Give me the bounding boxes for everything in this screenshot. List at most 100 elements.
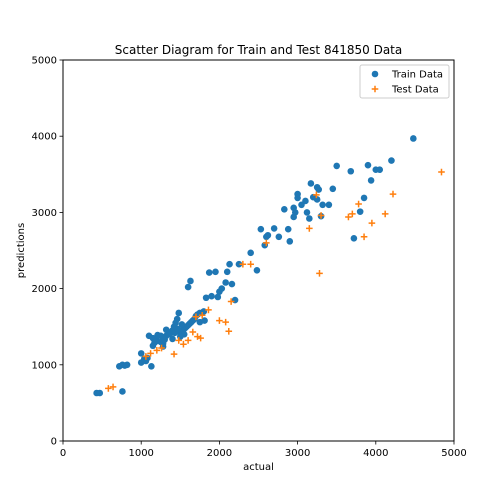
train-point — [205, 269, 213, 276]
train-point — [306, 215, 313, 222]
train-point — [294, 194, 301, 202]
test-point — [381, 210, 389, 218]
test-point — [349, 210, 356, 218]
train-point — [151, 338, 159, 346]
train-point — [347, 167, 355, 175]
x-tick-label: 4000 — [363, 448, 388, 459]
train-point — [157, 332, 165, 340]
train-point — [264, 231, 272, 239]
test-point — [227, 298, 235, 305]
points-layer — [93, 135, 445, 397]
test-point — [180, 340, 187, 348]
test-point — [345, 213, 352, 221]
train-point — [208, 292, 215, 300]
train-point — [162, 326, 170, 334]
y-tick-label: 1000 — [32, 360, 57, 371]
train-point — [367, 177, 375, 184]
y-tick-label: 0 — [51, 437, 57, 448]
test-point — [184, 337, 192, 344]
legend-box — [359, 64, 450, 99]
train-point — [218, 285, 226, 292]
test-point — [316, 270, 323, 277]
train-point — [235, 260, 243, 268]
train-point — [201, 317, 208, 324]
test-point — [225, 327, 233, 335]
train-point — [275, 233, 283, 241]
train-point — [226, 260, 233, 268]
test-point — [313, 191, 320, 199]
test-point — [239, 260, 247, 268]
train-point — [212, 268, 219, 276]
train-point — [96, 389, 104, 397]
train-point — [142, 357, 150, 365]
x-tick-label: 3000 — [285, 448, 310, 459]
train-point — [202, 294, 210, 302]
test-point — [368, 219, 376, 227]
test-point — [389, 190, 397, 198]
train-point — [257, 225, 265, 233]
test-point — [105, 385, 112, 392]
train-point — [303, 209, 311, 216]
test-point — [147, 350, 154, 357]
train-point — [178, 321, 186, 328]
legend-label: Train Data — [391, 70, 443, 81]
legend-label: Test Data — [391, 85, 439, 96]
train-point — [313, 196, 321, 203]
x-tick-label: 0 — [60, 448, 66, 459]
train-point — [119, 388, 126, 395]
legend-marker — [371, 70, 379, 78]
train-point — [329, 185, 337, 193]
x-axis-label: actual — [243, 462, 274, 473]
train-point — [175, 309, 183, 317]
test-point — [109, 383, 117, 391]
test-point — [192, 313, 200, 321]
train-point — [187, 277, 194, 285]
test-point — [317, 212, 325, 219]
test-point — [170, 350, 178, 358]
train-point — [410, 135, 417, 142]
train-point — [148, 363, 155, 370]
test-point — [216, 317, 223, 324]
train-point — [184, 283, 192, 291]
train-point — [247, 249, 254, 257]
train-point — [360, 194, 368, 202]
train-point — [356, 208, 364, 215]
train-point — [174, 325, 182, 333]
x-tick-label: 2000 — [207, 448, 232, 459]
train-point — [388, 157, 395, 164]
test-point — [158, 344, 165, 352]
test-point — [355, 200, 362, 208]
y-axis: 0 1000 2000 3000 4000 5000 — [32, 56, 63, 448]
x-tick-label: 1000 — [128, 448, 153, 459]
train-point — [137, 350, 145, 357]
train-point — [222, 279, 229, 286]
test-point — [222, 318, 229, 326]
test-point — [205, 306, 212, 314]
x-axis: 0 1000 2000 3000 4000 5000 — [60, 441, 467, 459]
train-point — [333, 162, 341, 170]
train-point — [223, 268, 231, 276]
legend-marker — [371, 85, 379, 93]
legend: Train Data Test Data — [359, 64, 450, 99]
chart-title: Scatter Diagram for Train and Test 84185… — [115, 43, 402, 57]
test-point — [197, 334, 204, 342]
train-point — [315, 186, 323, 193]
y-tick-label: 4000 — [32, 132, 57, 143]
test-point — [142, 353, 150, 360]
test-point — [438, 168, 445, 176]
plot-frame — [62, 59, 455, 442]
train-point — [286, 238, 294, 245]
train-point — [307, 180, 315, 187]
y-axis-label: predictions — [16, 223, 27, 278]
train-point — [364, 161, 372, 169]
train-point — [284, 225, 292, 233]
train-point — [350, 235, 358, 242]
y-tick-label: 5000 — [32, 56, 57, 67]
x-tick-label: 5000 — [441, 448, 466, 459]
train-point — [228, 280, 236, 288]
train-point — [253, 267, 261, 274]
test-point — [263, 239, 270, 247]
test-point — [198, 311, 206, 319]
y-tick-label: 3000 — [32, 208, 57, 219]
